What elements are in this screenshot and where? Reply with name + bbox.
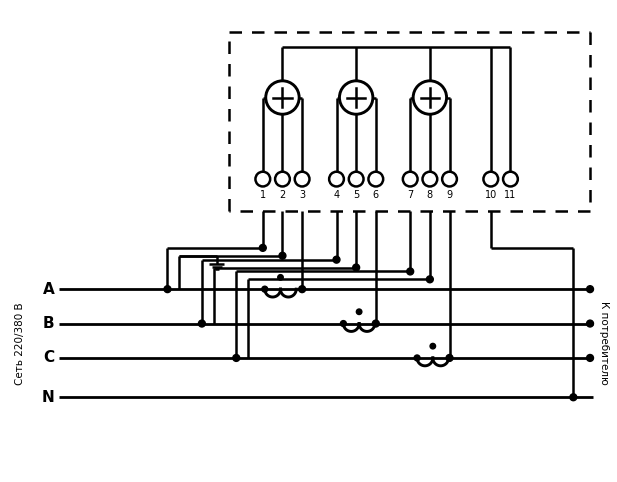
Circle shape: [278, 275, 283, 280]
Text: 1: 1: [260, 190, 266, 201]
Circle shape: [430, 343, 436, 349]
Circle shape: [279, 252, 286, 259]
Text: B: B: [43, 316, 54, 331]
Circle shape: [426, 276, 433, 283]
Circle shape: [587, 354, 594, 362]
Circle shape: [199, 320, 205, 327]
Text: К потребителю: К потребителю: [599, 301, 609, 385]
Text: C: C: [43, 350, 54, 365]
Text: 6: 6: [373, 190, 379, 201]
Circle shape: [164, 286, 171, 293]
Circle shape: [587, 320, 594, 327]
Text: 9: 9: [447, 190, 453, 201]
Text: 11: 11: [504, 190, 516, 201]
Circle shape: [341, 321, 346, 326]
Text: A: A: [43, 281, 54, 296]
Circle shape: [407, 268, 413, 275]
Text: 7: 7: [407, 190, 413, 201]
Circle shape: [357, 309, 362, 315]
Circle shape: [353, 264, 360, 271]
Circle shape: [299, 286, 305, 293]
Text: N: N: [42, 390, 54, 405]
Text: 10: 10: [485, 190, 497, 201]
Text: 5: 5: [353, 190, 359, 201]
Circle shape: [233, 354, 240, 362]
Circle shape: [333, 256, 340, 263]
Text: 4: 4: [333, 190, 339, 201]
Circle shape: [414, 355, 420, 361]
Circle shape: [446, 354, 453, 362]
Text: Сеть 220/380 В: Сеть 220/380 В: [15, 302, 25, 385]
Text: 8: 8: [427, 190, 433, 201]
Text: 3: 3: [299, 190, 305, 201]
Circle shape: [373, 320, 379, 327]
Text: 2: 2: [280, 190, 286, 201]
Circle shape: [262, 286, 268, 292]
Circle shape: [570, 394, 577, 401]
Circle shape: [587, 286, 594, 293]
Circle shape: [259, 244, 267, 251]
